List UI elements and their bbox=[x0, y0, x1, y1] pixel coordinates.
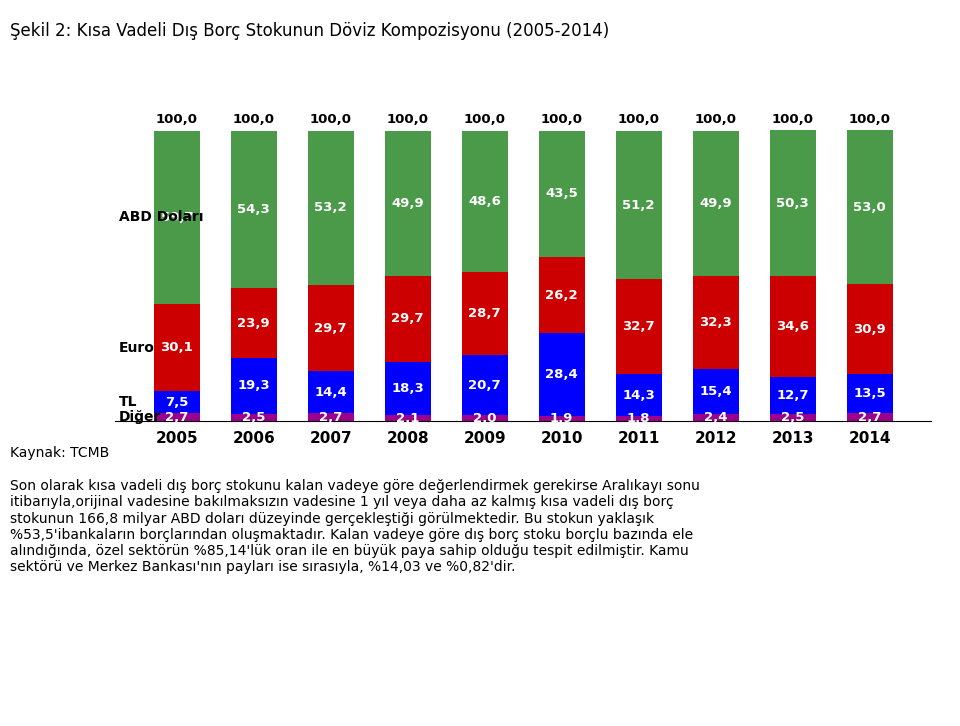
Text: 100,0: 100,0 bbox=[464, 113, 506, 126]
Text: 53,2: 53,2 bbox=[315, 201, 348, 214]
Text: 100,0: 100,0 bbox=[310, 113, 351, 126]
Bar bbox=[307, 285, 354, 372]
Text: 29,7: 29,7 bbox=[392, 312, 424, 325]
Bar bbox=[462, 272, 508, 355]
Text: 1,9: 1,9 bbox=[550, 412, 573, 425]
Text: 2,5: 2,5 bbox=[780, 411, 804, 424]
Bar bbox=[462, 131, 508, 272]
Text: 15,4: 15,4 bbox=[699, 386, 732, 399]
Text: 2,5: 2,5 bbox=[242, 411, 266, 424]
Text: 50,3: 50,3 bbox=[777, 197, 809, 210]
Text: 2,0: 2,0 bbox=[473, 412, 496, 425]
Text: 14,4: 14,4 bbox=[314, 386, 348, 399]
Bar bbox=[847, 374, 893, 413]
Text: 28,4: 28,4 bbox=[545, 368, 578, 381]
Text: Kaynak: TCMB: Kaynak: TCMB bbox=[10, 446, 108, 460]
Bar bbox=[692, 276, 739, 370]
Bar bbox=[307, 372, 354, 413]
Text: 100,0: 100,0 bbox=[156, 113, 198, 126]
Bar bbox=[230, 288, 276, 358]
Bar bbox=[770, 131, 816, 277]
Bar bbox=[154, 304, 200, 391]
Bar bbox=[385, 362, 431, 415]
Bar bbox=[847, 131, 893, 285]
Bar bbox=[692, 370, 739, 414]
Text: 51,2: 51,2 bbox=[622, 198, 655, 211]
Text: 49,9: 49,9 bbox=[392, 197, 424, 210]
Text: Son olarak kısa vadeli dış borç stokunu kalan vadeye göre değerlendirmek gerekir: Son olarak kısa vadeli dış borç stokunu … bbox=[10, 479, 700, 574]
Bar bbox=[307, 413, 354, 421]
Bar bbox=[462, 355, 508, 415]
Text: Diğer: Diğer bbox=[119, 410, 161, 424]
Text: 20,7: 20,7 bbox=[468, 379, 501, 392]
Bar bbox=[230, 131, 276, 288]
Text: 100,0: 100,0 bbox=[849, 113, 891, 126]
Bar bbox=[847, 285, 893, 374]
Bar bbox=[615, 280, 661, 375]
Bar bbox=[154, 413, 200, 421]
Bar bbox=[692, 414, 739, 421]
Bar bbox=[615, 375, 661, 416]
Text: ABD Doları: ABD Doları bbox=[119, 211, 204, 224]
Bar bbox=[615, 416, 661, 421]
Bar bbox=[307, 131, 354, 285]
Text: 18,3: 18,3 bbox=[392, 382, 424, 395]
Text: 59,7: 59,7 bbox=[160, 211, 193, 224]
Bar bbox=[385, 131, 431, 276]
Bar bbox=[154, 131, 200, 304]
Text: 2,4: 2,4 bbox=[704, 411, 728, 424]
Text: 43,5: 43,5 bbox=[545, 187, 578, 200]
Text: 2,7: 2,7 bbox=[319, 411, 343, 424]
Text: 2,7: 2,7 bbox=[165, 411, 188, 424]
Bar bbox=[770, 414, 816, 421]
Text: 100,0: 100,0 bbox=[387, 113, 429, 126]
Bar bbox=[385, 415, 431, 421]
Bar bbox=[385, 276, 431, 362]
Text: 23,9: 23,9 bbox=[237, 317, 270, 330]
Text: 26,2: 26,2 bbox=[545, 288, 578, 301]
Text: 49,9: 49,9 bbox=[699, 197, 732, 210]
Text: 13,5: 13,5 bbox=[853, 387, 886, 400]
Text: 100,0: 100,0 bbox=[617, 113, 660, 126]
Text: 28,7: 28,7 bbox=[468, 307, 501, 320]
Text: Şekil 2: Kısa Vadeli Dış Borç Stokunun Döviz Kompozisyonu (2005-2014): Şekil 2: Kısa Vadeli Dış Borç Stokunun D… bbox=[10, 22, 609, 40]
Bar bbox=[539, 415, 585, 421]
Text: TL: TL bbox=[119, 396, 137, 409]
Text: 12,7: 12,7 bbox=[777, 389, 809, 402]
Text: Euro: Euro bbox=[119, 340, 155, 355]
Text: 100,0: 100,0 bbox=[772, 113, 814, 126]
Text: 54,3: 54,3 bbox=[237, 203, 270, 216]
Text: 32,7: 32,7 bbox=[622, 320, 655, 333]
Text: 14,3: 14,3 bbox=[622, 388, 655, 401]
Text: 100,0: 100,0 bbox=[695, 113, 736, 126]
Text: 53,0: 53,0 bbox=[853, 201, 886, 214]
Text: 34,6: 34,6 bbox=[777, 320, 809, 333]
Text: 100,0: 100,0 bbox=[232, 113, 275, 126]
Bar bbox=[230, 414, 276, 421]
Bar bbox=[615, 131, 661, 280]
Text: 48,6: 48,6 bbox=[468, 195, 501, 208]
Bar bbox=[770, 377, 816, 414]
Text: 30,1: 30,1 bbox=[160, 341, 193, 354]
Bar bbox=[154, 391, 200, 413]
Bar bbox=[230, 358, 276, 414]
Text: 29,7: 29,7 bbox=[315, 322, 347, 335]
Text: 2,1: 2,1 bbox=[396, 412, 420, 425]
Text: 2,7: 2,7 bbox=[858, 411, 881, 424]
Text: 19,3: 19,3 bbox=[237, 379, 270, 392]
Bar bbox=[462, 415, 508, 421]
Bar bbox=[692, 131, 739, 276]
Bar bbox=[539, 333, 585, 415]
Text: 1,8: 1,8 bbox=[627, 412, 651, 425]
Bar bbox=[847, 413, 893, 421]
Bar bbox=[770, 277, 816, 377]
Bar bbox=[539, 257, 585, 333]
Text: 30,9: 30,9 bbox=[853, 322, 886, 335]
Text: 7,5: 7,5 bbox=[165, 396, 188, 409]
Text: 32,3: 32,3 bbox=[699, 316, 732, 329]
Bar bbox=[539, 131, 585, 257]
Text: 100,0: 100,0 bbox=[540, 113, 583, 126]
